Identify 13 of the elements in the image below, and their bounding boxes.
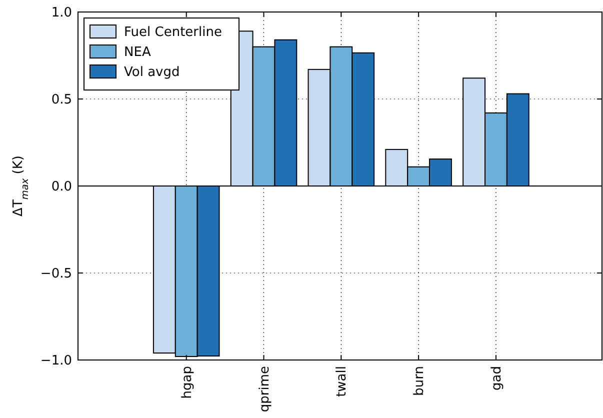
x-tick-label: burn <box>412 366 428 396</box>
y-tick-label: 1.0 <box>51 6 72 21</box>
x-tick-label: twall <box>334 366 350 397</box>
legend-label: Vol avgd <box>124 65 180 80</box>
legend-label: Fuel Centerline <box>124 25 222 40</box>
x-tick-label: hgap <box>180 366 195 399</box>
y-tick-label: −0.5 <box>40 266 72 282</box>
x-tick-label: qprime <box>257 366 272 412</box>
y-tick-label: −1.0 <box>40 354 72 369</box>
legend-label: NEA <box>124 45 151 60</box>
y-tick-label: 0.0 <box>51 180 72 195</box>
x-tick-label: gad <box>490 366 505 390</box>
y-tick-label: 0.5 <box>51 92 72 108</box>
